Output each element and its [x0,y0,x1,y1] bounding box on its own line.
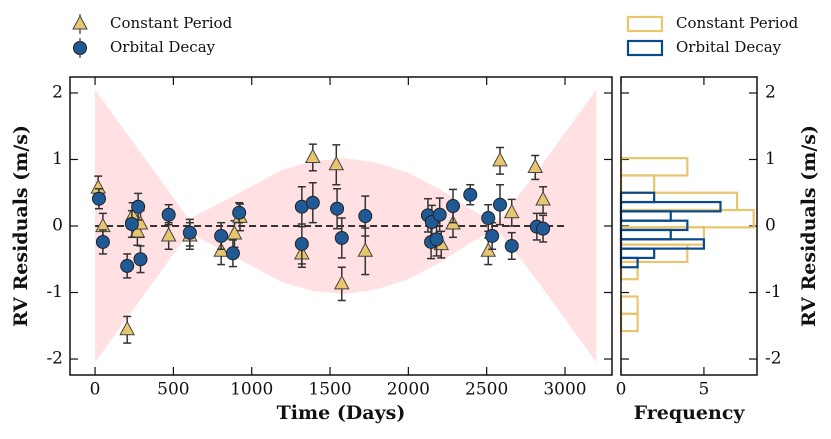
data-point [91,191,106,206]
data-point [305,195,320,210]
data-point [358,209,373,224]
x-tick-label: 5 [699,380,710,400]
legend-marker [72,14,88,30]
data-point [536,221,551,236]
y-tick-label: -1 [765,282,782,302]
hist-bar [619,260,639,281]
x-axis-label: Time (Days) [277,402,406,424]
legend-label: Constant Period [676,14,799,32]
y-axis-label: RV Residuals (m/s) [10,125,32,327]
hist-bar [619,295,639,315]
x-tick-label: 0 [90,380,101,400]
y-tick-label: 0 [765,216,776,236]
data-point [124,217,139,232]
data-point [226,224,243,240]
data-point [119,320,136,336]
data-point [214,228,229,243]
data-point [432,207,447,222]
y-tick-label: -1 [46,282,63,302]
x-tick-label: 2500 [465,380,508,400]
data-point [492,151,508,167]
plot-frame [69,76,613,376]
hist-bar [619,157,689,177]
hist-bar [619,174,656,194]
plot-frame [620,76,758,376]
y-tick-label: 2 [765,82,776,102]
x-tick-label: 3000 [543,380,586,400]
y-tick-label: 1 [52,149,63,169]
data-point [446,199,461,214]
x-tick-label: 500 [157,380,189,400]
legend-swatch [626,39,664,57]
data-point [535,191,551,206]
data-point [504,238,519,253]
legend-swatch [626,15,664,33]
data-point [133,252,148,267]
data-point [481,211,496,226]
y-tick-label: -2 [46,349,63,369]
data-point [357,242,374,257]
y-tick-label: 1 [765,149,776,169]
data-point [182,225,197,240]
data-point [492,197,507,212]
x-tick-label: 2000 [387,380,430,400]
data-point [161,207,176,222]
data-point [120,258,135,273]
x-tick-label: 1500 [308,380,351,400]
hist-bar [619,247,656,260]
uncertainty-band [95,89,597,363]
data-point [328,155,345,171]
data-point [304,148,321,163]
data-point [503,203,520,219]
y-tick-label: 0 [52,216,63,236]
legend-marker [73,41,87,55]
hist-bar [619,191,656,204]
y-tick-label: -2 [765,349,782,369]
data-point [429,232,444,247]
data-point [294,236,309,251]
legend-label: Orbital Decay [110,38,216,56]
y-tick-label: 2 [52,82,63,102]
data-point [527,158,544,173]
hist-bar [619,312,639,333]
hist-bar [619,219,689,232]
data-point [225,246,240,261]
data-point [160,226,177,242]
y-axis-label: RV Residuals (m/s) [798,125,820,327]
hist-bar [619,228,672,241]
x-tick-label: 1000 [230,380,273,400]
data-point [333,274,350,290]
legend-label: Orbital Decay [676,38,782,56]
data-point [232,205,247,220]
data-point [485,228,500,243]
data-point [330,201,345,216]
x-tick-label: 0 [616,380,627,400]
data-point [95,234,110,249]
x-axis-label: Frequency [634,402,746,424]
legend-label: Constant Period [110,14,233,32]
hist-bar [619,210,672,222]
data-point [334,230,349,245]
data-point [463,187,478,202]
data-point [131,199,146,214]
